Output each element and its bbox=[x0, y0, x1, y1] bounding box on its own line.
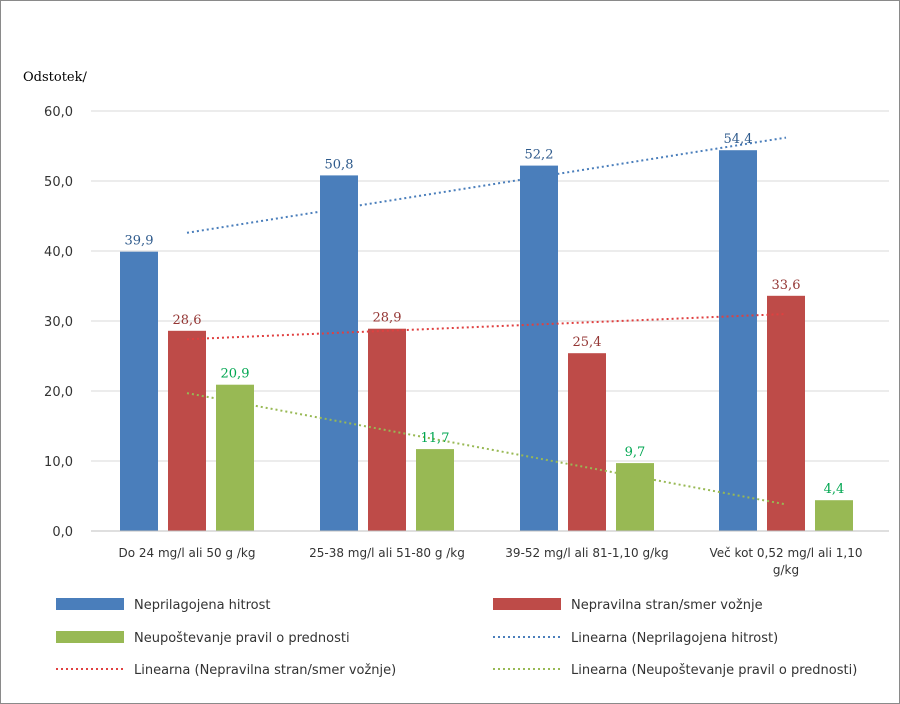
bar bbox=[616, 463, 654, 531]
bar bbox=[767, 295, 805, 531]
bar bbox=[815, 500, 853, 531]
data-label: 25,4 bbox=[573, 335, 602, 350]
trendline bbox=[186, 392, 787, 506]
y-tick-label: 50,0 bbox=[44, 175, 73, 190]
bar bbox=[120, 251, 158, 531]
y-tick-label: 40,0 bbox=[44, 245, 73, 260]
data-label: 28,9 bbox=[373, 311, 402, 326]
legend-label: Linearna (Nepravilna stran/smer vožnje) bbox=[134, 663, 396, 678]
data-label: 28,6 bbox=[173, 313, 202, 328]
bar bbox=[368, 328, 406, 531]
x-tick-label: 39-52 mg/l ali 81-1,10 g/kg bbox=[505, 546, 668, 560]
y-tick-label: 0,0 bbox=[52, 525, 73, 540]
x-tick-label: 25-38 mg/l ali 51-80 g /kg bbox=[309, 546, 465, 560]
trendline bbox=[186, 313, 787, 341]
data-label: 54,4 bbox=[724, 132, 753, 147]
bar bbox=[520, 165, 558, 531]
legend-label: Linearna (Neprilagojena hitrost) bbox=[571, 631, 778, 646]
data-label: 20,9 bbox=[221, 367, 250, 382]
y-tick-label: 60,0 bbox=[44, 105, 73, 120]
data-label: 50,8 bbox=[325, 157, 354, 172]
data-label: 11,7 bbox=[421, 431, 450, 446]
bar bbox=[416, 449, 454, 531]
bar bbox=[216, 384, 254, 531]
legend-swatch bbox=[56, 631, 124, 643]
y-axis-label: Odstotek/ bbox=[23, 70, 87, 85]
data-label: 9,7 bbox=[625, 445, 646, 460]
data-label: 52,2 bbox=[525, 148, 554, 163]
bar bbox=[568, 353, 606, 531]
y-tick-label: 10,0 bbox=[44, 455, 73, 470]
x-tick-label: Več kot 0,52 mg/l ali 1,10 g/kg bbox=[709, 546, 862, 577]
bar bbox=[320, 175, 358, 531]
bar bbox=[168, 330, 206, 531]
legend-label: Nepravilna stran/smer vožnje bbox=[571, 598, 763, 613]
x-tick-label: Do 24 mg/l ali 50 g /kg bbox=[119, 546, 256, 560]
data-label: 4,4 bbox=[824, 482, 845, 497]
legend-label: Neprilagojena hitrost bbox=[134, 598, 271, 613]
legend-label: Linearna (Neupoštevanje pravil o prednos… bbox=[571, 663, 857, 678]
trendline bbox=[186, 136, 787, 234]
data-label: 39,9 bbox=[125, 234, 154, 249]
data-label: 33,6 bbox=[772, 278, 801, 293]
y-tick-label: 20,0 bbox=[44, 385, 73, 400]
bar bbox=[719, 150, 757, 531]
legend-label: Neupoštevanje pravil o prednosti bbox=[134, 631, 350, 646]
y-tick-label: 30,0 bbox=[44, 315, 73, 330]
legend-swatch bbox=[493, 598, 561, 610]
legend-swatch bbox=[56, 598, 124, 610]
